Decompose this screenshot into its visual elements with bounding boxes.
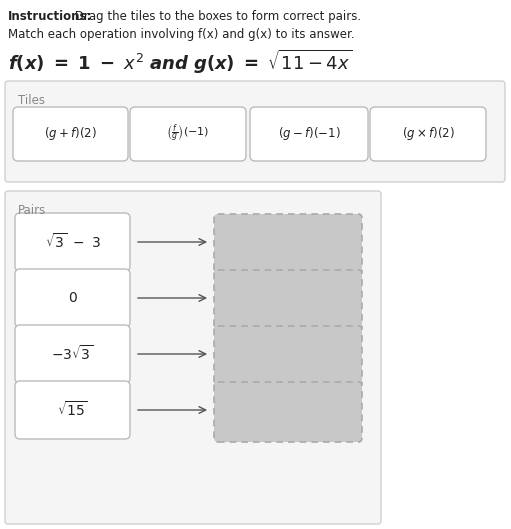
Text: Drag the tiles to the boxes to form correct pairs.: Drag the tiles to the boxes to form corr… <box>71 10 361 23</box>
FancyBboxPatch shape <box>15 325 130 383</box>
Text: $\boldsymbol{f(x)\ =\ 1\ -\ x^2}$ $\boldsymbol{and}$ $\boldsymbol{g(x)\ =\ \sqrt: $\boldsymbol{f(x)\ =\ 1\ -\ x^2}$ $\bold… <box>8 48 352 76</box>
Text: Instructions:: Instructions: <box>8 10 92 23</box>
FancyBboxPatch shape <box>214 326 362 386</box>
Text: Tiles: Tiles <box>18 94 45 107</box>
FancyBboxPatch shape <box>214 382 362 442</box>
Text: $\left(\frac{f}{g}\right)(-1)$: $\left(\frac{f}{g}\right)(-1)$ <box>166 123 210 145</box>
FancyBboxPatch shape <box>250 107 368 161</box>
Text: $-3\sqrt{3}$: $-3\sqrt{3}$ <box>51 344 94 363</box>
Text: $(g + f)(2)$: $(g + f)(2)$ <box>44 125 97 142</box>
Text: $(g \times f)(2)$: $(g \times f)(2)$ <box>402 125 454 142</box>
FancyBboxPatch shape <box>214 270 362 330</box>
Text: Match each operation involving f(x) and g(x) to its answer.: Match each operation involving f(x) and … <box>8 28 355 41</box>
FancyBboxPatch shape <box>15 213 130 271</box>
FancyBboxPatch shape <box>5 81 505 182</box>
Text: $(g - f)(-1)$: $(g - f)(-1)$ <box>277 125 340 142</box>
Text: $0$: $0$ <box>67 291 77 305</box>
FancyBboxPatch shape <box>370 107 486 161</box>
FancyBboxPatch shape <box>214 214 362 274</box>
FancyBboxPatch shape <box>15 381 130 439</box>
FancyBboxPatch shape <box>130 107 246 161</box>
Text: $\sqrt{3}\ -\ 3$: $\sqrt{3}\ -\ 3$ <box>44 233 101 251</box>
Text: $\sqrt{15}$: $\sqrt{15}$ <box>57 400 88 419</box>
FancyBboxPatch shape <box>13 107 128 161</box>
Text: Pairs: Pairs <box>18 204 47 217</box>
FancyBboxPatch shape <box>15 269 130 327</box>
FancyBboxPatch shape <box>5 191 381 524</box>
